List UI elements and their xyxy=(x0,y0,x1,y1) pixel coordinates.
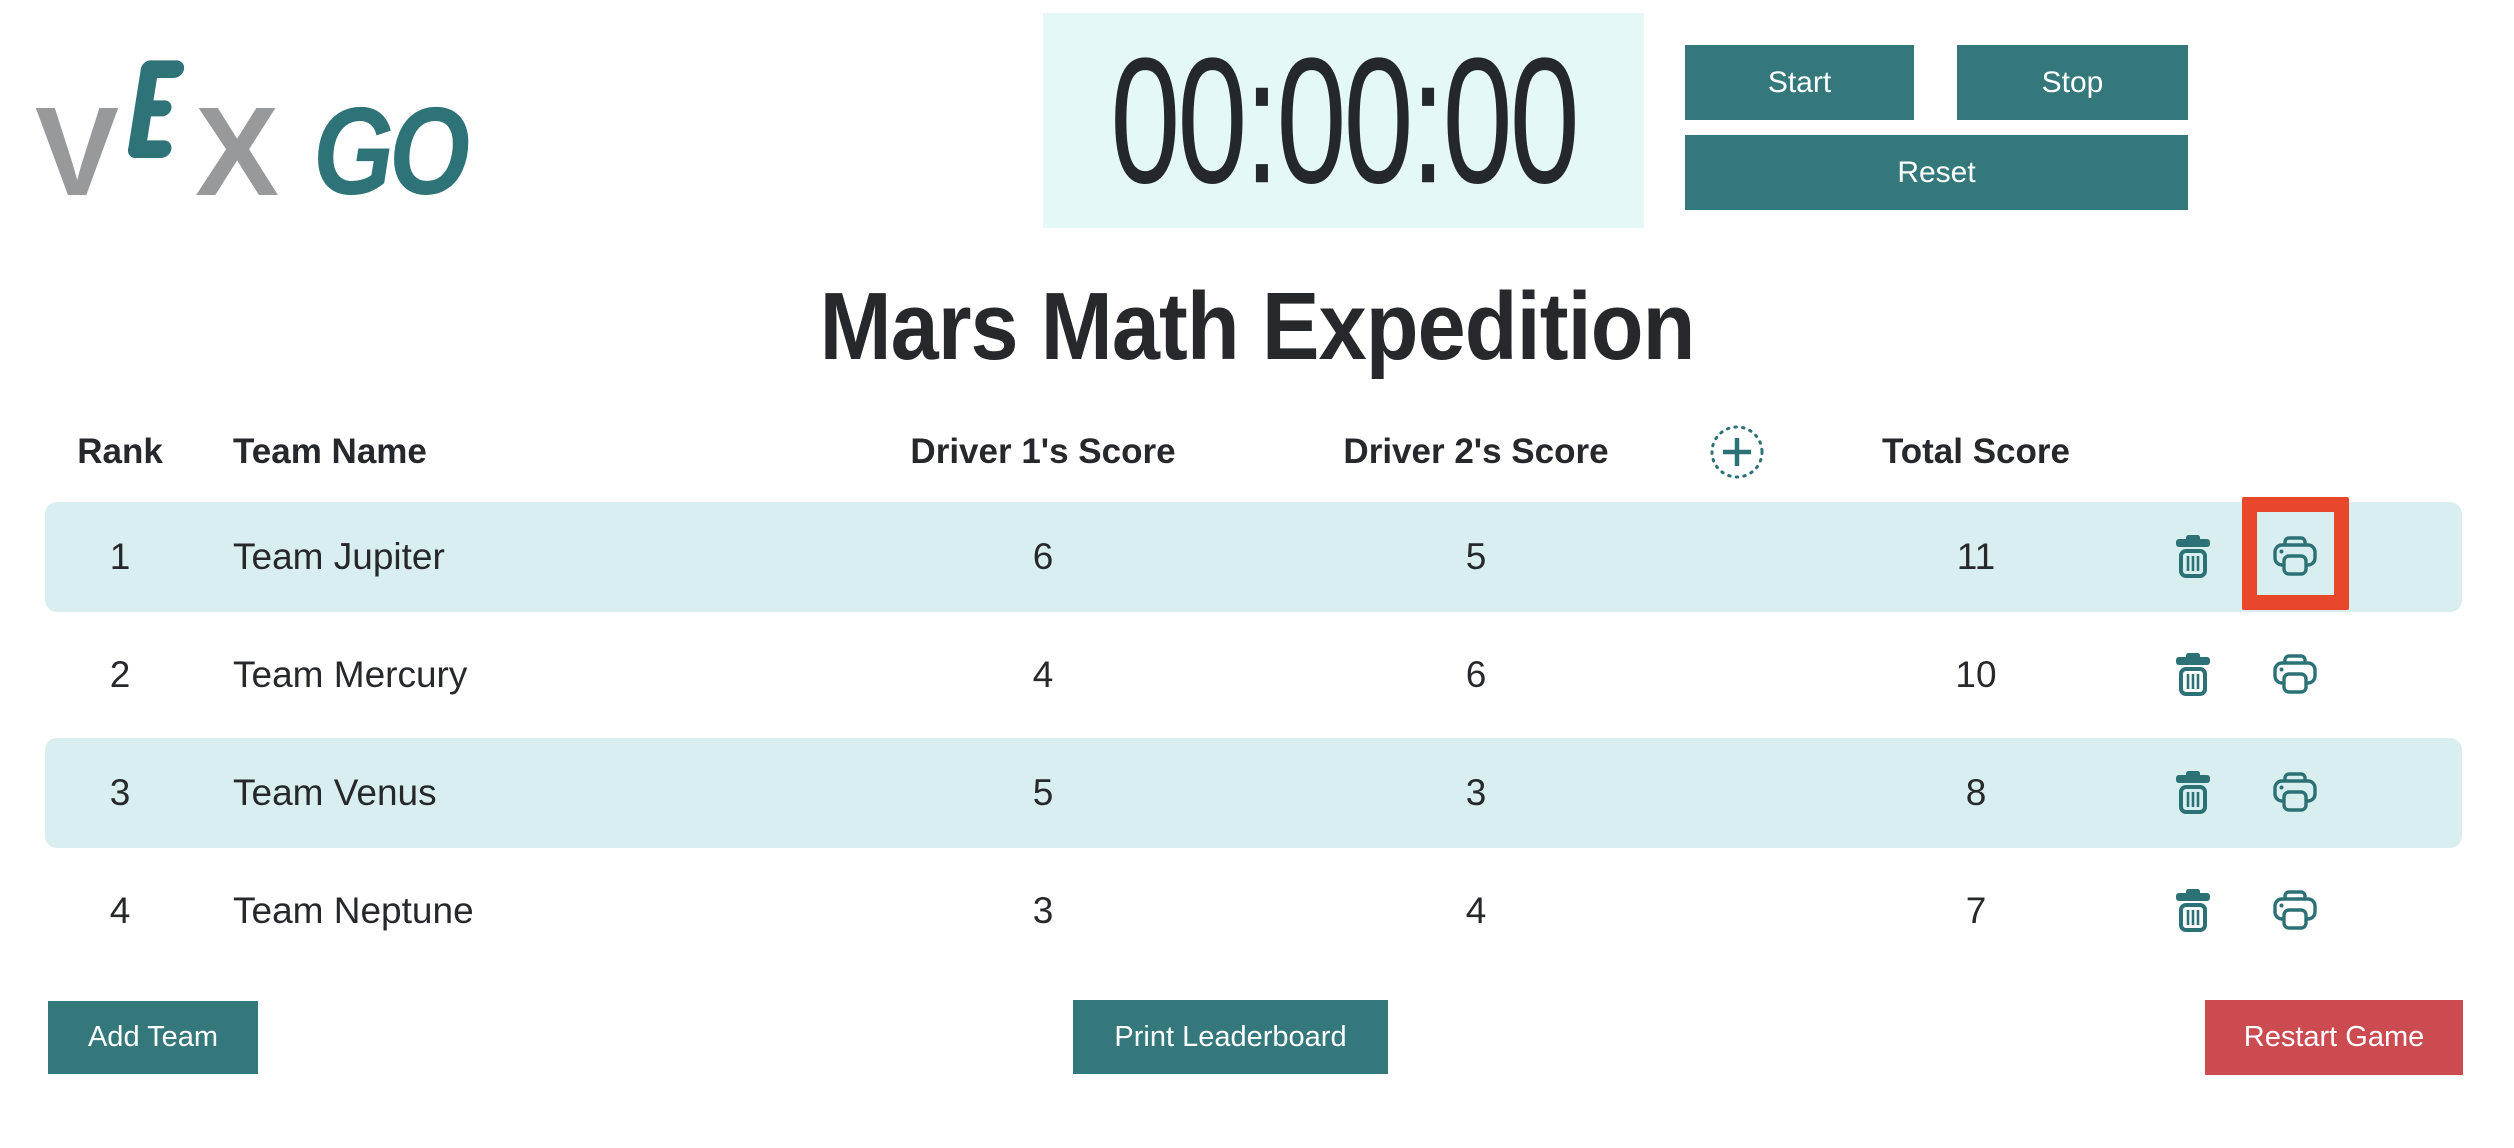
delete-team-button[interactable] xyxy=(2153,535,2233,579)
stop-button[interactable]: Stop xyxy=(1957,45,2188,120)
total-score: 8 xyxy=(1965,772,1987,813)
timer-value: 00:00:00 xyxy=(1110,20,1579,221)
team-name: Team Neptune xyxy=(233,890,474,931)
header-driver1-score: Driver 1's Score xyxy=(910,432,1176,471)
driver2-score: 6 xyxy=(1465,654,1487,695)
page-title-text: Mars Math Expedition xyxy=(819,273,1696,380)
rank-value: 4 xyxy=(109,890,131,931)
team-name: Team Venus xyxy=(233,772,437,813)
total-score: 7 xyxy=(1965,890,1987,931)
driver2-score: 4 xyxy=(1465,890,1487,931)
plus-circle-dashed-icon xyxy=(1710,425,1764,479)
logo-go-text: GO xyxy=(313,83,470,222)
header-team-name: Team Name xyxy=(233,432,427,471)
print-team-button[interactable] xyxy=(2240,654,2350,696)
reset-button[interactable]: Reset xyxy=(1685,135,2188,210)
total-score: 10 xyxy=(1955,654,1997,695)
trash-icon xyxy=(2176,771,2210,814)
print-team-button[interactable] xyxy=(2240,772,2350,814)
print-icon xyxy=(2273,536,2317,576)
trash-icon xyxy=(2176,889,2210,932)
add-score-column-button[interactable] xyxy=(1686,423,1766,481)
driver1-score: 5 xyxy=(1032,772,1054,813)
table-row-team-venus: 3 Team Venus 5 3 8 xyxy=(45,738,2462,848)
driver1-score: 3 xyxy=(1032,890,1054,931)
rank-value: 3 xyxy=(109,772,131,813)
print-team-button[interactable] xyxy=(2240,890,2350,932)
table-row-team-mercury: 2 Team Mercury 4 6 10 xyxy=(45,620,2462,730)
driver1-score: 6 xyxy=(1032,536,1054,577)
print-icon xyxy=(2273,654,2317,694)
driver1-score: 4 xyxy=(1032,654,1054,695)
rank-value: 1 xyxy=(109,536,131,577)
logo-letter-x: X xyxy=(195,81,279,223)
header-driver2-score: Driver 2's Score xyxy=(1343,432,1609,471)
driver2-score: 3 xyxy=(1465,772,1487,813)
driver2-score: 5 xyxy=(1465,536,1487,577)
start-button[interactable]: Start xyxy=(1685,45,1914,120)
leaderboard-body: 1 Team Jupiter 6 5 11 xyxy=(45,502,2462,974)
team-name: Team Jupiter xyxy=(233,536,445,577)
total-score: 11 xyxy=(1956,536,1996,577)
page-title: Mars Math Expedition xyxy=(0,272,2514,382)
header-total-score: Total Score xyxy=(1881,432,2070,471)
header-rank: Rank xyxy=(77,432,163,471)
timer-display-box: 00:00:00 xyxy=(1043,13,1644,228)
leaderboard-header-row: Rank Team Name Driver 1's Score Driver 2… xyxy=(45,423,2462,481)
rank-value: 2 xyxy=(109,654,131,695)
table-row-team-neptune: 4 Team Neptune 3 4 7 xyxy=(45,856,2462,966)
print-team-button[interactable] xyxy=(2240,536,2350,578)
delete-team-button[interactable] xyxy=(2153,653,2233,697)
team-name: Team Mercury xyxy=(233,654,468,695)
delete-team-button[interactable] xyxy=(2153,771,2233,815)
vex-go-logo: V X GO xyxy=(35,48,494,223)
trash-icon xyxy=(2176,653,2210,696)
print-icon xyxy=(2273,772,2317,812)
add-team-button[interactable]: Add Team xyxy=(48,1001,258,1074)
delete-team-button[interactable] xyxy=(2153,889,2233,933)
print-icon xyxy=(2273,890,2317,930)
restart-game-button[interactable]: Restart Game xyxy=(2205,1000,2463,1075)
trash-icon xyxy=(2176,535,2210,578)
print-leaderboard-button[interactable]: Print Leaderboard xyxy=(1073,1000,1388,1074)
logo-letter-v: V xyxy=(35,81,119,223)
vex-stylized-e-icon xyxy=(123,48,187,172)
table-row-team-jupiter: 1 Team Jupiter 6 5 11 xyxy=(45,502,2462,612)
